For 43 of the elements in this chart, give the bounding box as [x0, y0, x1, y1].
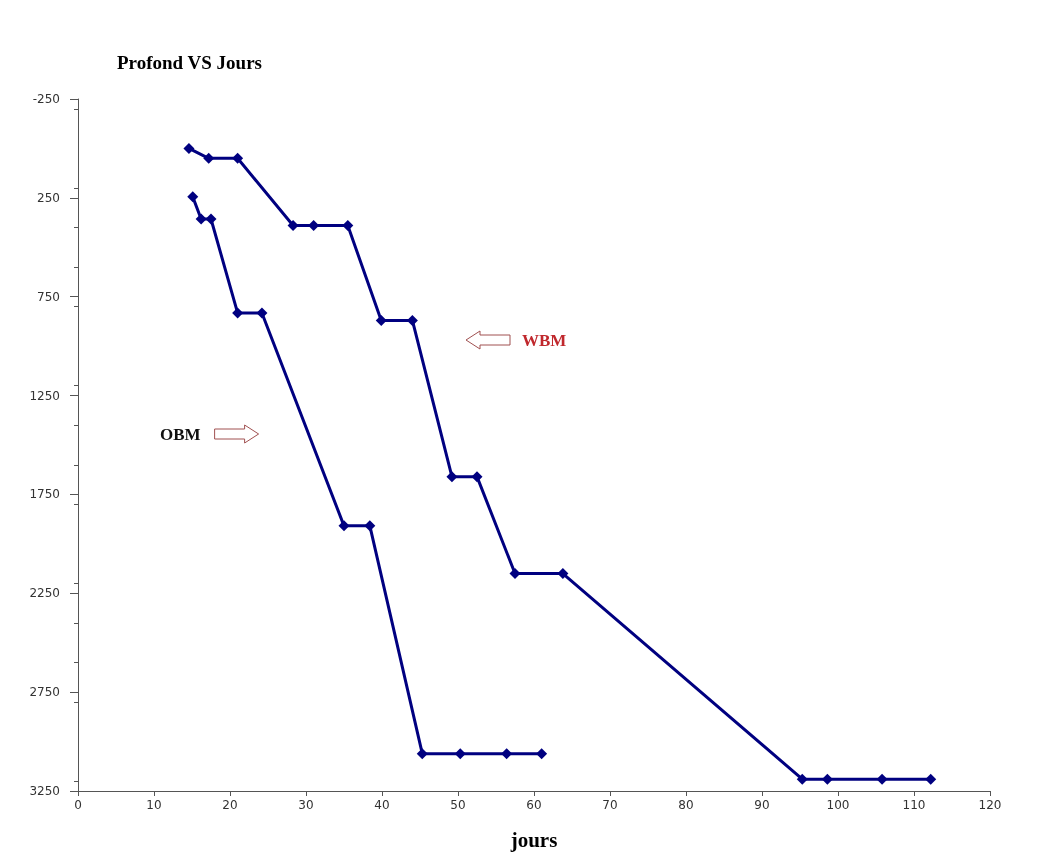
x-tick-label: 50 [450, 798, 466, 812]
y-tick-label: 2250 [29, 586, 60, 601]
point [195, 213, 207, 225]
x-tick-label: 0 [74, 798, 82, 812]
point [416, 748, 428, 760]
point [364, 520, 376, 532]
point [205, 213, 217, 225]
y-tick-label: 1250 [29, 388, 60, 403]
x-tick-label: 100 [826, 798, 850, 812]
point [203, 152, 215, 164]
y-tick-label: 2750 [29, 685, 60, 700]
point [454, 748, 466, 760]
y-tick-label: 3250 [29, 784, 60, 798]
y-tick-label: 250 [37, 190, 60, 205]
point [375, 314, 387, 326]
point [338, 520, 350, 532]
x-axis-title: jours [509, 827, 558, 852]
chart-title: Profond VS Jours [117, 52, 262, 73]
y-tick-label: 1750 [29, 487, 60, 502]
x-tick-label: 90 [754, 798, 770, 812]
x-tick-label: 120 [978, 798, 1002, 812]
x-tick-label: 10 [146, 798, 162, 812]
x-tick-label: 70 [602, 798, 618, 812]
x-tick-label: 40 [374, 798, 390, 812]
x-tick-label: 110 [902, 798, 926, 812]
point [796, 773, 808, 785]
point [471, 471, 483, 483]
annotation: OBM [160, 425, 201, 444]
y-tick-label: 750 [37, 289, 60, 304]
x-tick-label: 20 [222, 798, 238, 812]
y-tick-label: -250 [32, 92, 60, 106]
annotation: WBM [522, 331, 567, 350]
point [183, 142, 195, 154]
point [876, 773, 888, 785]
point [232, 152, 244, 164]
point [256, 307, 268, 319]
x-tick-label: 80 [678, 798, 694, 812]
point [187, 191, 199, 203]
x-tick-label: 60 [526, 798, 542, 812]
x-tick-label: 30 [298, 798, 314, 812]
point [446, 471, 458, 483]
point [925, 773, 937, 785]
point [536, 748, 548, 760]
